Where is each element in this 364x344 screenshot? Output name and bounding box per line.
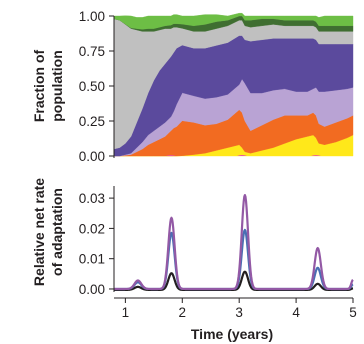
x-tick-label: 4 [292, 305, 300, 320]
x-tick-label: 3 [235, 305, 243, 320]
rate-line-2 [113, 228, 354, 291]
top-y-axis-label-line1: Fraction of [31, 50, 47, 123]
bottom-y-axis-label-line1: Relative net rate [31, 178, 47, 286]
rate-lines [113, 193, 354, 291]
top-y-tick-label: 0.25 [79, 114, 105, 129]
top-y-axis: 0.00 0.25 0.50 0.75 1.00 [79, 9, 115, 164]
rate-line-3 [113, 193, 354, 291]
bottom-y-tick-label: 0.01 [79, 252, 105, 267]
top-y-tick-label: 0.75 [79, 44, 105, 59]
x-axis-label: Time (years) [191, 326, 273, 342]
bottom-y-tick-label: 0.00 [79, 282, 105, 297]
top-y-tick-label: 1.00 [79, 9, 105, 24]
x-tick-label: 5 [349, 305, 357, 320]
area-spike-2 [237, 154, 248, 156]
relative-net-rate-chart: 0.00 0.01 0.02 0.03 1 2 3 4 5 Relative net rate… [31, 178, 357, 342]
stacked-areas [113, 13, 354, 157]
area-spike-3 [311, 155, 322, 156]
area-series-7 [113, 13, 354, 30]
bottom-y-axis: 0.00 0.01 0.02 0.03 [79, 186, 115, 297]
area-spike-1 [165, 155, 176, 156]
bottom-y-tick-label: 0.02 [79, 221, 105, 236]
top-y-tick-label: 0.50 [79, 79, 105, 94]
fraction-of-population-chart: 0.00 0.25 0.50 0.75 1.00 Fraction of populat… [31, 9, 354, 164]
x-tick-label: 1 [122, 305, 130, 320]
bottom-y-tick-label: 0.03 [79, 191, 105, 206]
top-y-axis-label-line2: population [49, 50, 65, 122]
top-y-tick-label: 0.00 [79, 149, 105, 164]
x-axis: 1 2 3 4 5 [114, 297, 357, 320]
bottom-y-axis-label-line2: of adaptation [49, 188, 65, 276]
x-tick-label: 2 [179, 305, 187, 320]
rate-line-1 [113, 270, 354, 291]
